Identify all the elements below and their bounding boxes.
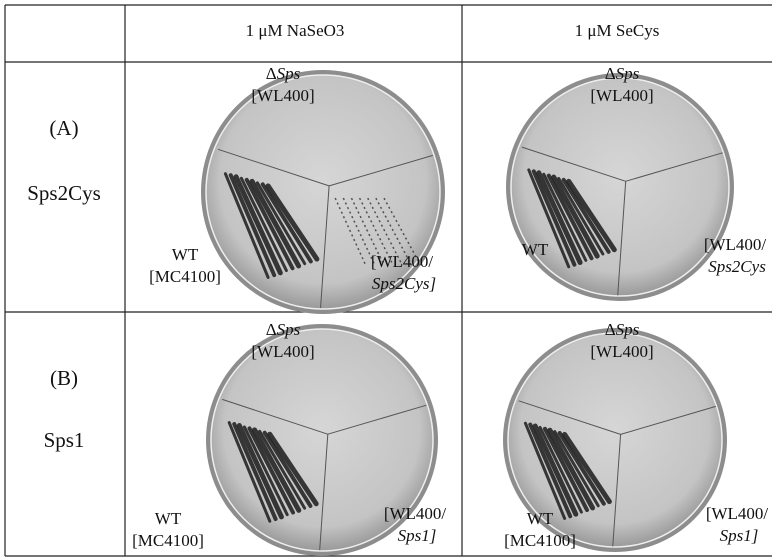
strain-label: WT: [522, 240, 549, 259]
strain-label: WT: [155, 509, 182, 528]
strain-name: Sps: [616, 320, 640, 339]
strain-label: WT: [527, 509, 554, 528]
row-name: Sps1: [44, 428, 85, 452]
strain-code: [WL400/: [384, 504, 447, 523]
strain-label: WT: [172, 245, 199, 264]
strain-code: [MC4100]: [132, 531, 204, 550]
deletion-symbol: Δ: [605, 64, 616, 83]
figure: 1 μM NaSeO3 1 μM SeCys (A) Sps2Cys (B) S…: [0, 0, 772, 558]
strain-code: [WL400]: [251, 342, 314, 361]
column-header: 1 μM NaSeO3: [246, 21, 345, 40]
strain-name: Sps2Cys]: [372, 274, 436, 293]
row-name: Sps2Cys: [27, 181, 101, 205]
strain-label: ΔSps: [605, 320, 640, 339]
strain-code: [WL400/: [706, 504, 769, 523]
strain-name: Sps: [277, 64, 301, 83]
plates: [201, 70, 734, 556]
strain-label: ΔSps: [266, 320, 301, 339]
petri-dish: [506, 73, 734, 301]
strain-code: [WL400/: [371, 252, 434, 271]
strain-name: Sps: [277, 320, 301, 339]
strain-label: ΔSps: [266, 64, 301, 83]
strain-name: Sps: [616, 64, 640, 83]
page: {"table": { "columns": ["1 μM NaSeO3", "…: [0, 0, 772, 558]
strain-name: Sps1]: [720, 526, 759, 545]
deletion-symbol: Δ: [266, 64, 277, 83]
row-label: (B): [50, 366, 78, 390]
column-header: 1 μM SeCys: [575, 21, 660, 40]
strain-name: Sps1]: [398, 526, 437, 545]
strain-code: [WL400]: [590, 86, 653, 105]
strain-code: [MC4100]: [149, 267, 221, 286]
strain-code: [MC4100]: [504, 531, 576, 550]
strain-code: [WL400/: [704, 235, 767, 254]
strain-name: Sps2Cys: [708, 257, 766, 276]
strain-code: [WL400]: [251, 86, 314, 105]
strain-label: ΔSps: [605, 64, 640, 83]
deletion-symbol: Δ: [605, 320, 616, 339]
deletion-symbol: Δ: [266, 320, 277, 339]
strain-code: [WL400]: [590, 342, 653, 361]
row-label: (A): [49, 116, 78, 140]
